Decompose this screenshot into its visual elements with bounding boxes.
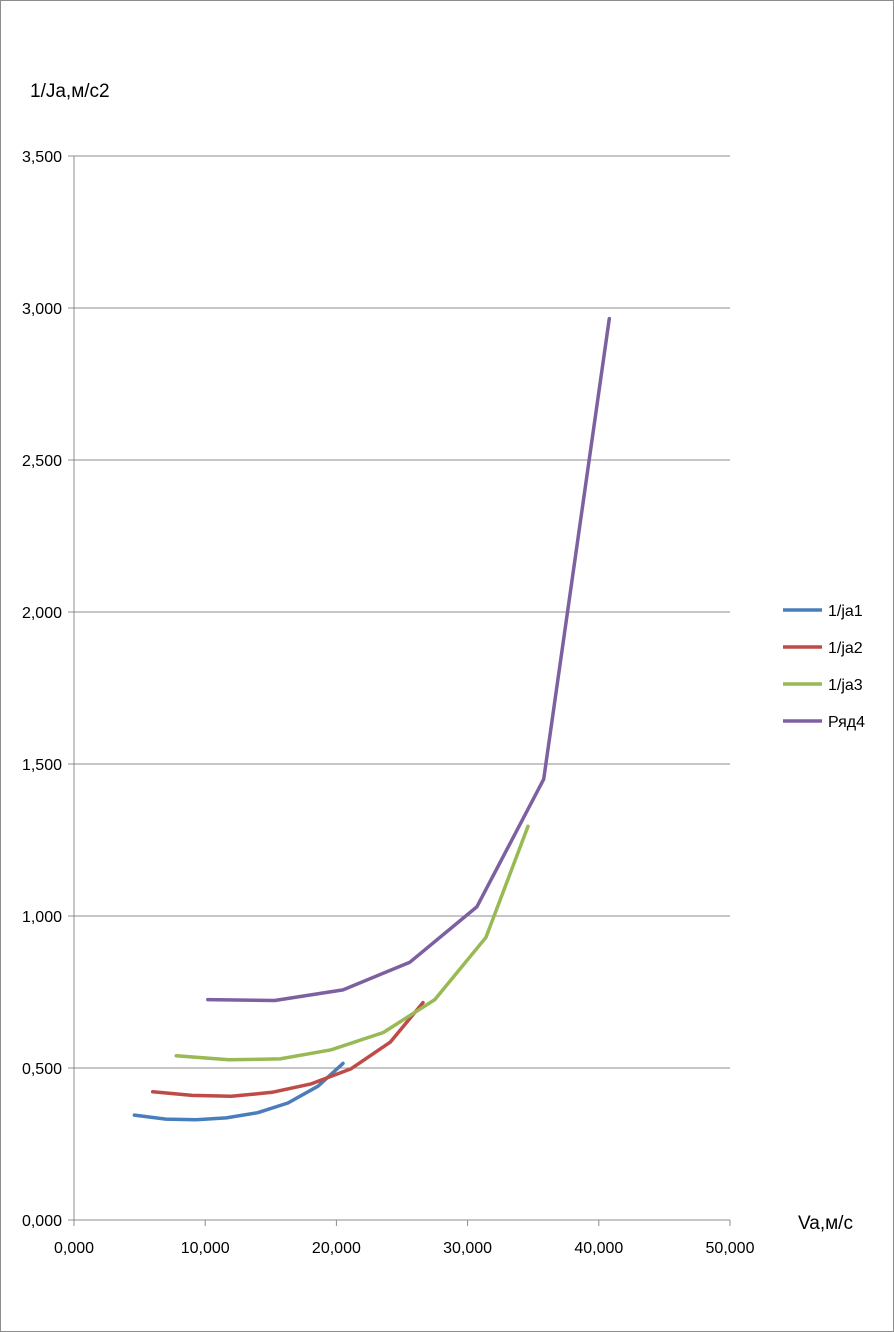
x-tick-label: 0,000 — [54, 1240, 94, 1257]
legend-label: 1/ja2 — [828, 640, 863, 657]
y-tick-label: 0,500 — [22, 1061, 62, 1078]
legend-label: 1/ja3 — [828, 677, 863, 694]
y-tick-label: 2,000 — [22, 605, 62, 622]
x-tick-label: 50,000 — [706, 1240, 755, 1257]
y-tick-labels: 0,000 0,500 1,000 1,500 2,000 2,500 3,000 3,500 — [22, 149, 62, 1230]
series-line-4 — [206, 316, 612, 1003]
series-line-3 — [174, 824, 530, 1062]
series-lines — [132, 316, 612, 1122]
legend-label: 1/ja1 — [828, 603, 863, 620]
y-tick-label: 2,500 — [22, 453, 62, 470]
legend: 1/ja1 1/ja2 1/ja3 Ряд4 — [783, 603, 865, 731]
x-tick-label: 40,000 — [574, 1240, 623, 1257]
x-tick-label: 30,000 — [443, 1240, 492, 1257]
y-tick-label: 3,000 — [22, 301, 62, 318]
y-tick-label: 1,000 — [22, 909, 62, 926]
y-axis-title: 1/Ja,м/с2 — [30, 81, 110, 102]
axes — [73, 156, 730, 1221]
x-tick-label: 20,000 — [312, 1240, 361, 1257]
y-tick-label: 3,500 — [22, 149, 62, 166]
gridlines — [68, 155, 731, 1226]
y-tick-label: 0,000 — [22, 1213, 62, 1230]
series-line-2 — [150, 1000, 425, 1099]
y-tick-label: 1,500 — [22, 757, 62, 774]
legend-label: Ряд4 — [828, 714, 865, 731]
x-tick-label: 10,000 — [181, 1240, 230, 1257]
x-axis-title: Va,м/с — [798, 1213, 853, 1234]
series-line-1 — [132, 1061, 345, 1122]
x-tick-labels: 0,000 10,000 20,000 30,000 40,000 50,000 — [54, 1240, 755, 1257]
